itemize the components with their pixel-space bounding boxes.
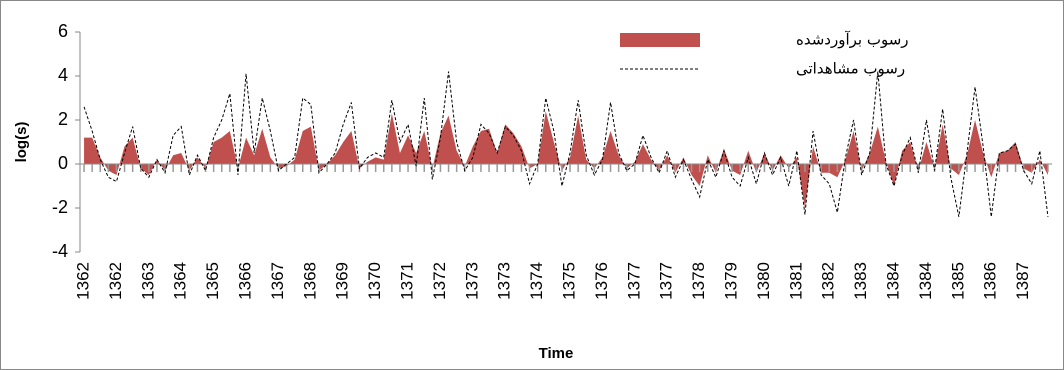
x-tick-label: 1370 xyxy=(365,262,384,300)
legend-swatch xyxy=(620,33,700,47)
x-tick-label: 1384 xyxy=(916,262,935,300)
x-tick-label: 1362 xyxy=(106,262,125,300)
x-tick-label: 1369 xyxy=(333,262,352,300)
x-tick-label: 1382 xyxy=(819,262,838,300)
x-tick-label: 1366 xyxy=(236,262,255,300)
x-tick-label: 1385 xyxy=(948,262,967,300)
x-tick-label: 1364 xyxy=(171,262,190,300)
x-tick-label: 1380 xyxy=(754,262,773,300)
legend-label: رسوب مشاهداتی xyxy=(796,60,905,78)
x-tick-label: 1378 xyxy=(689,262,708,300)
x-axis-label: Time xyxy=(539,345,574,362)
legend: رسوب برآوردشده رسوب مشاهداتی xyxy=(620,31,909,78)
x-tick-label: 1377 xyxy=(624,262,643,300)
y-tick-label: 2 xyxy=(58,109,68,129)
x-tick-label: 1365 xyxy=(203,262,222,300)
x-tick-label: 1367 xyxy=(268,262,287,300)
x-tick-label: 1377 xyxy=(657,262,676,300)
x-tick-label: 1368 xyxy=(300,262,319,300)
x-tick-label: 1374 xyxy=(527,262,546,300)
x-tick-label: 1376 xyxy=(592,262,611,300)
x-tick-label: 1379 xyxy=(722,262,741,300)
y-tick-label: 0 xyxy=(58,153,68,173)
x-tick-label: 1384 xyxy=(884,262,903,300)
x-tick-label: 1373 xyxy=(462,262,481,300)
y-tick-label: 6 xyxy=(58,21,68,41)
x-tick-label: 1363 xyxy=(138,262,157,300)
estimated-area xyxy=(84,111,1048,208)
x-tick-label: 1386 xyxy=(981,262,1000,300)
x-tick-label: 1373 xyxy=(495,262,514,300)
y-axis-label: log(s) xyxy=(13,122,30,163)
x-tick-label: 1362 xyxy=(74,262,93,300)
legend-label: رسوب برآوردشده xyxy=(796,31,909,49)
x-tick-label: 1381 xyxy=(786,262,805,300)
y-tick-label: -2 xyxy=(52,197,68,217)
x-tick-label: 1383 xyxy=(851,262,870,300)
x-tick-label: 1372 xyxy=(430,262,449,300)
x-tick-label: 1375 xyxy=(560,262,579,300)
y-tick-label: 4 xyxy=(58,65,68,85)
observed-line xyxy=(83,71,1049,217)
y-tick-label: -4 xyxy=(52,241,68,261)
x-tick-label: 1371 xyxy=(398,262,417,300)
x-tick-label: 1387 xyxy=(1013,262,1032,300)
